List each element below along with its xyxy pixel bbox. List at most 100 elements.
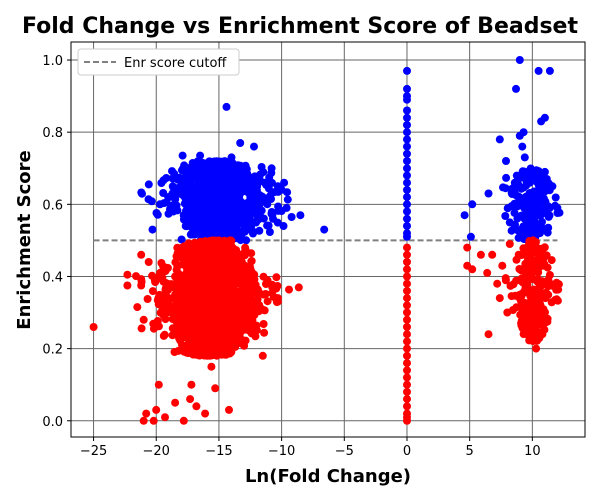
point-above-cutoff (264, 221, 273, 230)
point-below-cutoff (403, 359, 411, 368)
x-tick-label: −20 (143, 444, 170, 459)
point-below-cutoff (501, 274, 510, 283)
point-below-cutoff (222, 350, 230, 359)
x-tick-label: 10 (524, 444, 541, 459)
point-below-cutoff (250, 305, 259, 313)
point-below-cutoff (403, 301, 411, 310)
point-below-cutoff (522, 306, 531, 315)
point-below-cutoff (258, 351, 267, 360)
point-below-cutoff (403, 416, 411, 425)
point-above-cutoff (403, 164, 411, 173)
point-below-cutoff (161, 413, 169, 422)
point-above-cutoff (184, 185, 192, 194)
point-above-cutoff (177, 235, 186, 244)
point-below-cutoff (229, 283, 238, 292)
point-below-cutoff (403, 380, 411, 389)
point-below-cutoff (403, 373, 411, 382)
point-below-cutoff (537, 303, 546, 312)
point-below-cutoff (139, 315, 148, 324)
point-below-cutoff (403, 265, 411, 274)
point-above-cutoff (250, 172, 259, 181)
point-below-cutoff (133, 303, 142, 312)
point-below-cutoff (403, 351, 411, 360)
point-below-cutoff (552, 285, 561, 294)
point-below-cutoff (238, 309, 247, 318)
point-below-cutoff (175, 334, 184, 343)
x-tick-label: −15 (205, 444, 232, 459)
point-below-cutoff (218, 330, 227, 339)
point-below-cutoff (201, 409, 210, 418)
point-below-cutoff (224, 329, 233, 338)
point-below-cutoff (403, 330, 411, 339)
point-below-cutoff (160, 308, 169, 317)
point-above-cutoff (252, 216, 261, 225)
point-below-cutoff (207, 362, 216, 371)
legend-cutoff-label: Enr score cutoff (124, 56, 227, 71)
point-above-cutoff (403, 171, 411, 180)
point-below-cutoff (403, 258, 411, 266)
point-below-cutoff (547, 256, 556, 265)
point-above-cutoff (280, 178, 289, 187)
plot-frame (70, 41, 586, 438)
point-above-cutoff (502, 173, 511, 182)
point-below-cutoff (142, 409, 151, 418)
point-above-cutoff (184, 215, 193, 224)
point-below-cutoff (148, 287, 157, 296)
point-above-cutoff (503, 204, 512, 213)
point-below-cutoff (529, 306, 538, 315)
point-above-cutoff (210, 198, 219, 207)
point-below-cutoff (211, 384, 220, 393)
x-tick-label: 0 (403, 444, 411, 459)
point-above-cutoff (169, 182, 178, 191)
point-above-cutoff (219, 224, 228, 233)
point-below-cutoff (220, 278, 229, 287)
point-below-cutoff (518, 324, 527, 333)
point-above-cutoff (164, 209, 173, 218)
point-below-cutoff (174, 320, 183, 329)
point-above-cutoff (274, 206, 283, 215)
point-above-cutoff (267, 208, 276, 216)
point-above-cutoff (484, 189, 493, 198)
point-below-cutoff (219, 256, 227, 265)
point-below-cutoff (273, 297, 282, 306)
point-below-cutoff (547, 298, 556, 307)
point-above-cutoff (182, 163, 191, 172)
point-below-cutoff (403, 243, 411, 252)
point-above-cutoff (189, 160, 198, 169)
point-above-cutoff (502, 157, 510, 165)
point-below-cutoff (263, 297, 272, 306)
point-above-cutoff (460, 211, 469, 220)
point-above-cutoff (517, 225, 526, 234)
point-above-cutoff (507, 226, 516, 235)
point-above-cutoff (181, 174, 190, 183)
point-below-cutoff (260, 328, 269, 337)
point-above-cutoff (534, 167, 543, 176)
point-above-cutoff (553, 203, 562, 212)
point-above-cutoff (235, 232, 243, 240)
point-below-cutoff (242, 282, 251, 291)
point-below-cutoff (403, 395, 411, 404)
point-above-cutoff (178, 151, 187, 160)
point-below-cutoff (187, 380, 196, 389)
point-below-cutoff (518, 298, 527, 307)
point-above-cutoff (159, 176, 168, 185)
point-below-cutoff (171, 398, 180, 407)
point-below-cutoff (528, 294, 537, 303)
point-below-cutoff (170, 283, 179, 292)
point-above-cutoff (236, 163, 245, 172)
point-above-cutoff (544, 212, 553, 221)
point-above-cutoff (197, 158, 205, 167)
point-below-cutoff (515, 290, 524, 299)
point-below-cutoff (243, 274, 252, 283)
point-below-cutoff (237, 274, 246, 283)
point-below-cutoff (259, 320, 268, 328)
point-above-cutoff (505, 218, 514, 227)
point-below-cutoff (493, 279, 502, 288)
point-above-cutoff (156, 200, 164, 209)
point-below-cutoff (180, 307, 189, 316)
point-below-cutoff (204, 259, 213, 268)
point-above-cutoff (466, 232, 475, 241)
point-below-cutoff (187, 290, 196, 298)
point-below-cutoff (220, 286, 229, 295)
point-above-cutoff (255, 197, 263, 206)
